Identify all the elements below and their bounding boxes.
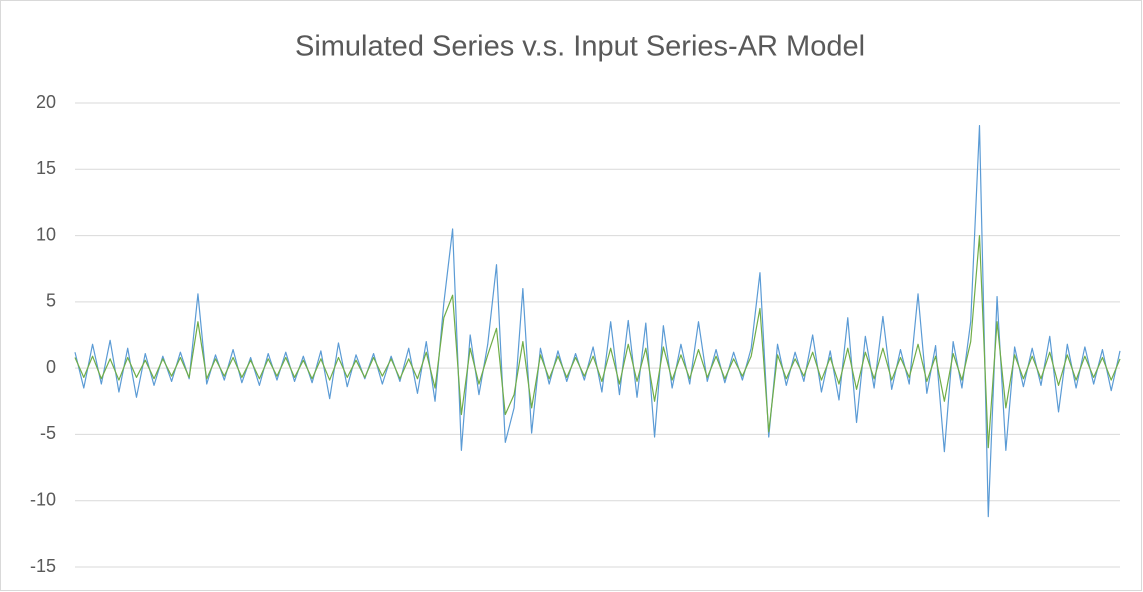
y-tick-label: 5 [46,291,56,311]
chart-title: Simulated Series v.s. Input Series-AR Mo… [295,31,865,63]
y-tick-label: 20 [36,92,56,112]
y-tick-label: -15 [30,556,56,576]
y-tick-label: -5 [40,423,56,443]
y-tick-label: -10 [30,489,56,509]
series-line [74,234,1121,449]
y-tick-label: 15 [36,158,56,178]
y-tick-label: 10 [36,224,56,244]
y-tick-label: 0 [46,357,56,377]
